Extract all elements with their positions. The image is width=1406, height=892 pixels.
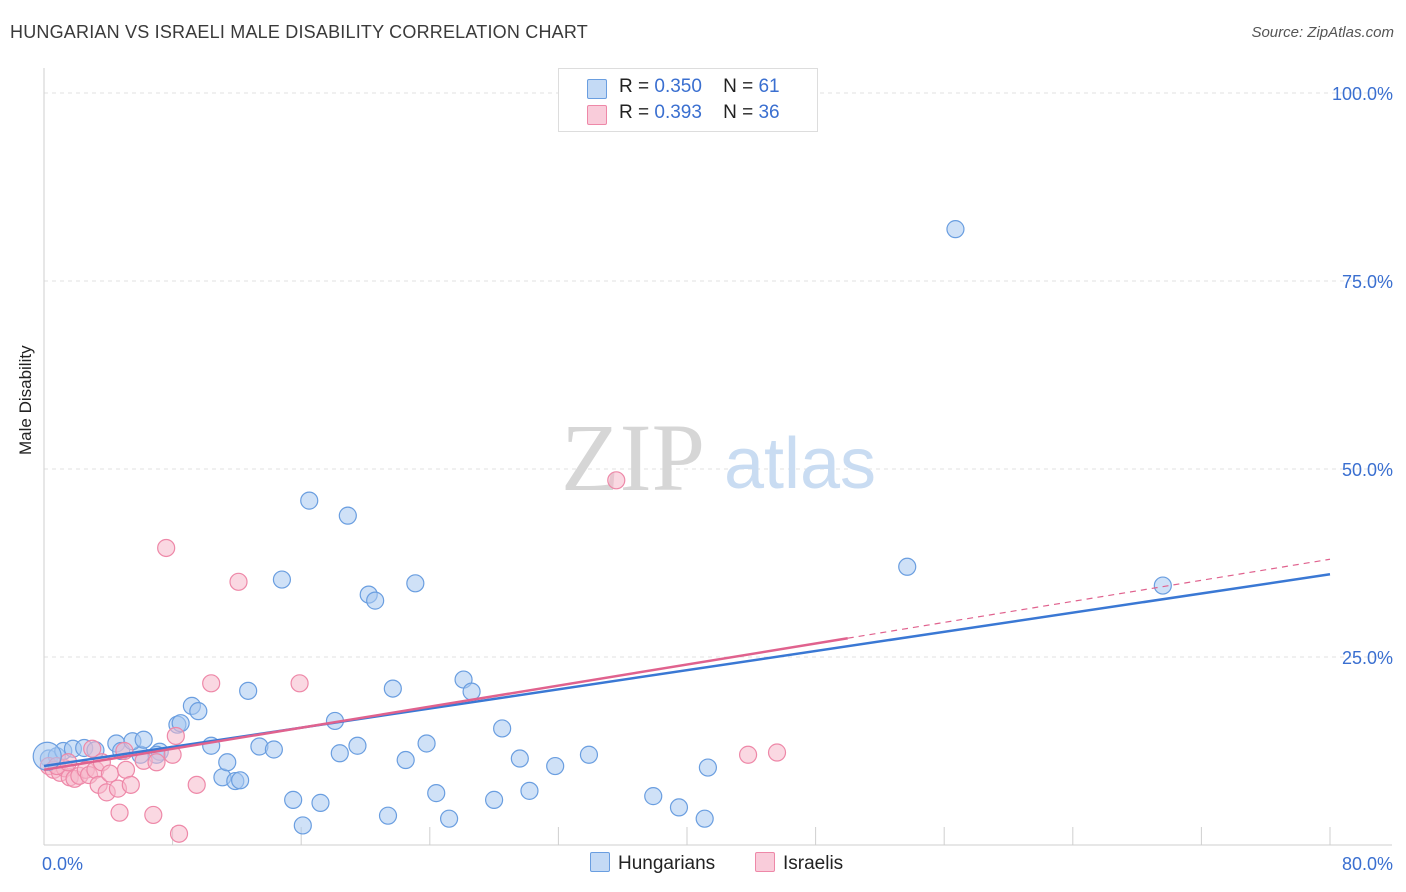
- y-tick-label: 25.0%: [1342, 648, 1393, 668]
- israeli-point: [147, 753, 166, 772]
- hungarian-point: [348, 736, 367, 755]
- legend-swatch-hungarians: [587, 79, 607, 99]
- israeli-point: [738, 745, 758, 764]
- source-label: Source: ZipAtlas.com: [1251, 24, 1394, 41]
- israeli-point: [187, 775, 206, 794]
- israeli-point: [121, 775, 140, 794]
- hungarian-point: [378, 806, 398, 825]
- hungarian-point: [493, 719, 512, 738]
- hungarian-point: [311, 793, 330, 812]
- y-tick-label: 100.0%: [1332, 84, 1393, 104]
- bottom-legend-label-israelis: Israelis: [783, 853, 844, 874]
- israeli-point: [607, 471, 626, 490]
- legend: R = 0.350 N = 61 R = 0.393 N = 36: [558, 68, 818, 132]
- hungarian-point: [383, 679, 402, 698]
- watermark-atlas: atlas: [724, 424, 876, 504]
- legend-n-value-israelis: 36: [758, 102, 780, 123]
- israeli-point: [110, 803, 129, 822]
- hungarian-point: [338, 506, 357, 525]
- tick-labels: 25.0% 50.0% 75.0% 100.0% 0.0% 80.0%: [42, 84, 1393, 874]
- hungarian-point: [644, 787, 663, 806]
- legend-n-label: N =: [723, 102, 754, 123]
- israeli-point: [767, 743, 787, 762]
- israeli-point: [169, 824, 189, 843]
- hungarian-point: [520, 781, 539, 800]
- hungarian-point: [231, 771, 250, 790]
- legend-n-label: N =: [723, 76, 754, 97]
- israeli-point: [83, 739, 102, 758]
- bottom-legend-swatch-hungarians: [590, 852, 610, 872]
- x-tick-label-max: 80.0%: [1342, 854, 1393, 874]
- gridlines: [44, 92, 1392, 658]
- hungarian-point: [462, 682, 481, 701]
- hungarian-point: [218, 753, 237, 772]
- y-tick-label: 75.0%: [1342, 272, 1393, 292]
- hungarian-point: [485, 790, 504, 809]
- hungarian-point: [396, 750, 415, 770]
- hungarian-point: [272, 570, 292, 589]
- trend-lines: [43, 558, 1331, 772]
- hungarian-point: [546, 756, 565, 776]
- israeli-point: [100, 764, 120, 783]
- hungarian-point: [189, 702, 208, 721]
- israeli-point: [202, 674, 221, 693]
- hungarian-point: [510, 749, 529, 768]
- israeli-trend-line: [43, 636, 848, 772]
- hungarian-point: [439, 809, 459, 828]
- y-axis-label: Male Disability: [16, 345, 35, 455]
- bottom-legend-israelis: Israelis: [755, 852, 843, 875]
- bottom-legend-label-hungarians: Hungarians: [618, 853, 716, 874]
- watermark-zip: ZIP: [561, 404, 705, 511]
- hungarian-point: [946, 220, 965, 239]
- hungarian-point: [898, 557, 917, 576]
- bottom-legend-hungarians: Hungarians: [590, 852, 715, 875]
- hungarian-point: [669, 798, 689, 817]
- hungarian-point: [264, 740, 283, 759]
- israeli-point: [116, 760, 136, 779]
- legend-n-value-hungarians: 61: [758, 76, 780, 97]
- hungarian-point: [239, 681, 258, 700]
- hungarian-point: [284, 790, 303, 809]
- x-tick-label-min: 0.0%: [42, 854, 83, 874]
- chart-title: HUNGARIAN VS ISRAELI MALE DISABILITY COR…: [10, 22, 588, 42]
- axes: [43, 68, 1392, 846]
- legend-swatch-israelis: [587, 105, 607, 125]
- hungarian-point: [579, 745, 599, 764]
- israeli-point: [144, 805, 163, 825]
- hungarian-point: [330, 744, 349, 763]
- hungarian-point: [300, 491, 319, 510]
- hungarian-point: [406, 574, 425, 593]
- israeli-point: [166, 726, 185, 746]
- y-tick-label: 50.0%: [1342, 460, 1393, 480]
- hungarian-point: [417, 734, 436, 753]
- legend-r-value-israelis: 0.393: [654, 102, 702, 123]
- israeli-point: [290, 674, 309, 693]
- hungarian-point: [695, 809, 714, 828]
- legend-r-value-hungarians: 0.350: [654, 76, 702, 97]
- hungarian-point: [1153, 576, 1172, 595]
- points: [32, 220, 1172, 843]
- hungarian-point: [134, 730, 153, 749]
- hungarian-point: [698, 758, 717, 777]
- hungarian-point: [366, 591, 385, 610]
- legend-r-label: R =: [619, 76, 650, 97]
- legend-r-label: R =: [619, 102, 650, 123]
- israeli-point: [157, 538, 176, 558]
- bottom-legend-swatch-israelis: [755, 852, 775, 872]
- hungarian-point: [293, 816, 312, 835]
- israeli-trend-line-extension: [847, 558, 1331, 639]
- israeli-point: [229, 572, 248, 591]
- hungarian-point: [427, 784, 446, 803]
